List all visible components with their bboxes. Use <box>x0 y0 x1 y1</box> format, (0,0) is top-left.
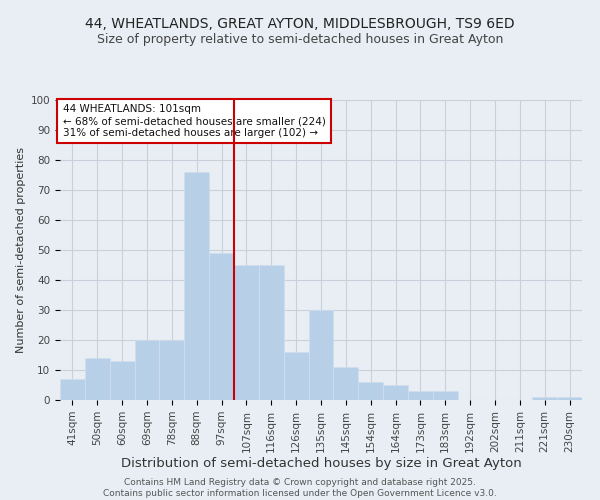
Text: 44 WHEATLANDS: 101sqm
← 68% of semi-detached houses are smaller (224)
31% of sem: 44 WHEATLANDS: 101sqm ← 68% of semi-deta… <box>62 104 325 138</box>
Bar <box>184 172 209 400</box>
Bar <box>433 391 458 400</box>
Bar <box>110 361 134 400</box>
Bar <box>85 358 110 400</box>
Text: 44, WHEATLANDS, GREAT AYTON, MIDDLESBROUGH, TS9 6ED: 44, WHEATLANDS, GREAT AYTON, MIDDLESBROU… <box>85 18 515 32</box>
Bar <box>234 265 259 400</box>
Text: Contains HM Land Registry data © Crown copyright and database right 2025.
Contai: Contains HM Land Registry data © Crown c… <box>103 478 497 498</box>
Bar <box>60 379 85 400</box>
Bar <box>408 391 433 400</box>
X-axis label: Distribution of semi-detached houses by size in Great Ayton: Distribution of semi-detached houses by … <box>121 458 521 470</box>
Bar <box>209 253 234 400</box>
Bar <box>383 385 408 400</box>
Bar <box>259 265 284 400</box>
Bar <box>160 340 184 400</box>
Text: Size of property relative to semi-detached houses in Great Ayton: Size of property relative to semi-detach… <box>97 32 503 46</box>
Bar <box>134 340 160 400</box>
Bar <box>284 352 308 400</box>
Bar <box>334 367 358 400</box>
Bar <box>557 397 582 400</box>
Bar <box>358 382 383 400</box>
Bar <box>532 397 557 400</box>
Bar <box>308 310 334 400</box>
Y-axis label: Number of semi-detached properties: Number of semi-detached properties <box>16 147 26 353</box>
